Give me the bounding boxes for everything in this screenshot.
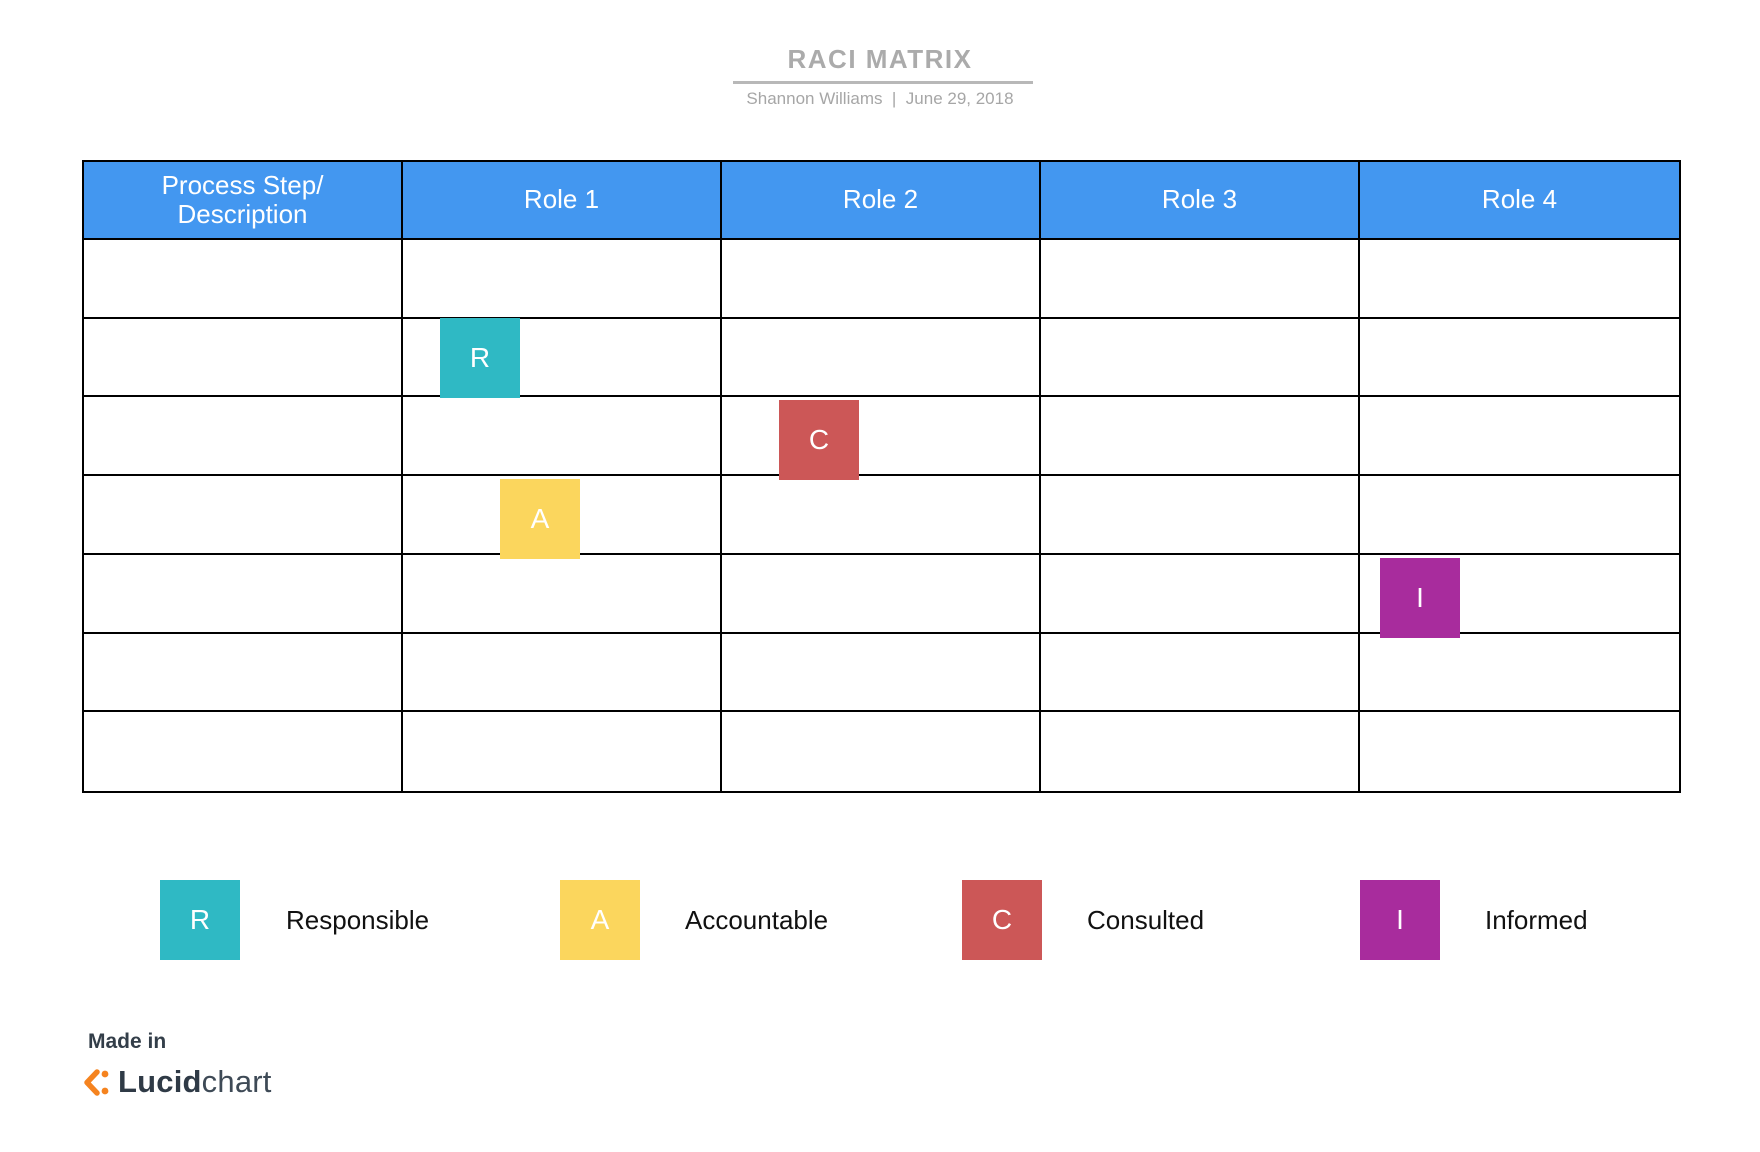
page-subtitle: Shannon Williams | June 29, 2018: [746, 89, 1014, 108]
table-cell: [1360, 712, 1679, 791]
legend-label-responsible: Responsible: [286, 904, 430, 935]
title-underline: [733, 81, 1033, 84]
legend-label-informed: Informed: [1485, 904, 1588, 935]
legend-swatch-responsible: R: [160, 880, 240, 960]
table-cell: [84, 633, 403, 713]
page-title: RACI MATRIX: [787, 44, 973, 74]
raci-marker-informed: I: [1380, 558, 1460, 638]
table-cell: [403, 240, 722, 319]
table-cell: [722, 633, 1041, 713]
raci-marker-accountable: A: [500, 479, 580, 559]
table-cell: [722, 397, 1041, 477]
table-cell: [84, 318, 403, 398]
table-cell: [1360, 240, 1679, 319]
table-cell: [1360, 319, 1679, 398]
brand-chart: chart: [201, 1064, 272, 1099]
table-cell: [1041, 397, 1360, 477]
legend-label-consulted: Consulted: [1087, 904, 1205, 935]
table-cell: [403, 318, 722, 398]
table-cell: [1041, 633, 1360, 713]
column-header-role-2: Role 2: [722, 162, 1041, 240]
table-cell: [1041, 318, 1360, 398]
legend-label-accountable: Accountable: [685, 904, 829, 935]
table-cell: [403, 397, 722, 477]
legend-swatch-informed: I: [1360, 880, 1440, 960]
table-cell: [84, 554, 403, 634]
table-cell: [722, 554, 1041, 634]
table-cell: [722, 318, 1041, 398]
table-cell: [1360, 555, 1679, 634]
table-cell: [722, 476, 1041, 555]
brand-lucid: Lucid: [118, 1064, 202, 1099]
column-header-role-4: Role 4: [1360, 162, 1679, 240]
raci-marker-consulted: C: [779, 400, 859, 480]
table-cell: [1041, 476, 1360, 555]
table-cell: [1360, 397, 1679, 477]
table-cell: [84, 712, 403, 791]
raci-table: Process Step/ Description Role 1 Role 2 …: [82, 160, 1681, 793]
column-header-process-step: Process Step/ Description: [84, 162, 403, 240]
lucidchart-logo: Lucidchart: [82, 1062, 272, 1102]
table-cell: [403, 554, 722, 634]
table-cell: [1041, 240, 1360, 319]
legend-swatch-accountable: A: [560, 880, 640, 960]
table-cell: [722, 712, 1041, 791]
table-cell: [403, 712, 722, 791]
table-cell: [403, 633, 722, 713]
table-cell: [1041, 554, 1360, 634]
raci-marker-responsible: R: [440, 318, 520, 398]
table-cell: [722, 240, 1041, 319]
table-cell: [84, 397, 403, 477]
lucidchart-icon: [84, 1068, 109, 1096]
lucidchart-wordmark: Lucidchart: [118, 1064, 272, 1100]
table-cell: [84, 240, 403, 319]
table-cell: [84, 476, 403, 555]
column-header-role-3: Role 3: [1041, 162, 1360, 240]
table-cell: [1041, 712, 1360, 791]
table-cell: [1360, 476, 1679, 555]
table-cell: [1360, 634, 1679, 713]
column-header-role-1: Role 1: [403, 162, 722, 240]
legend-swatch-consulted: C: [962, 880, 1042, 960]
made-in-text: Made in: [88, 1030, 167, 1053]
